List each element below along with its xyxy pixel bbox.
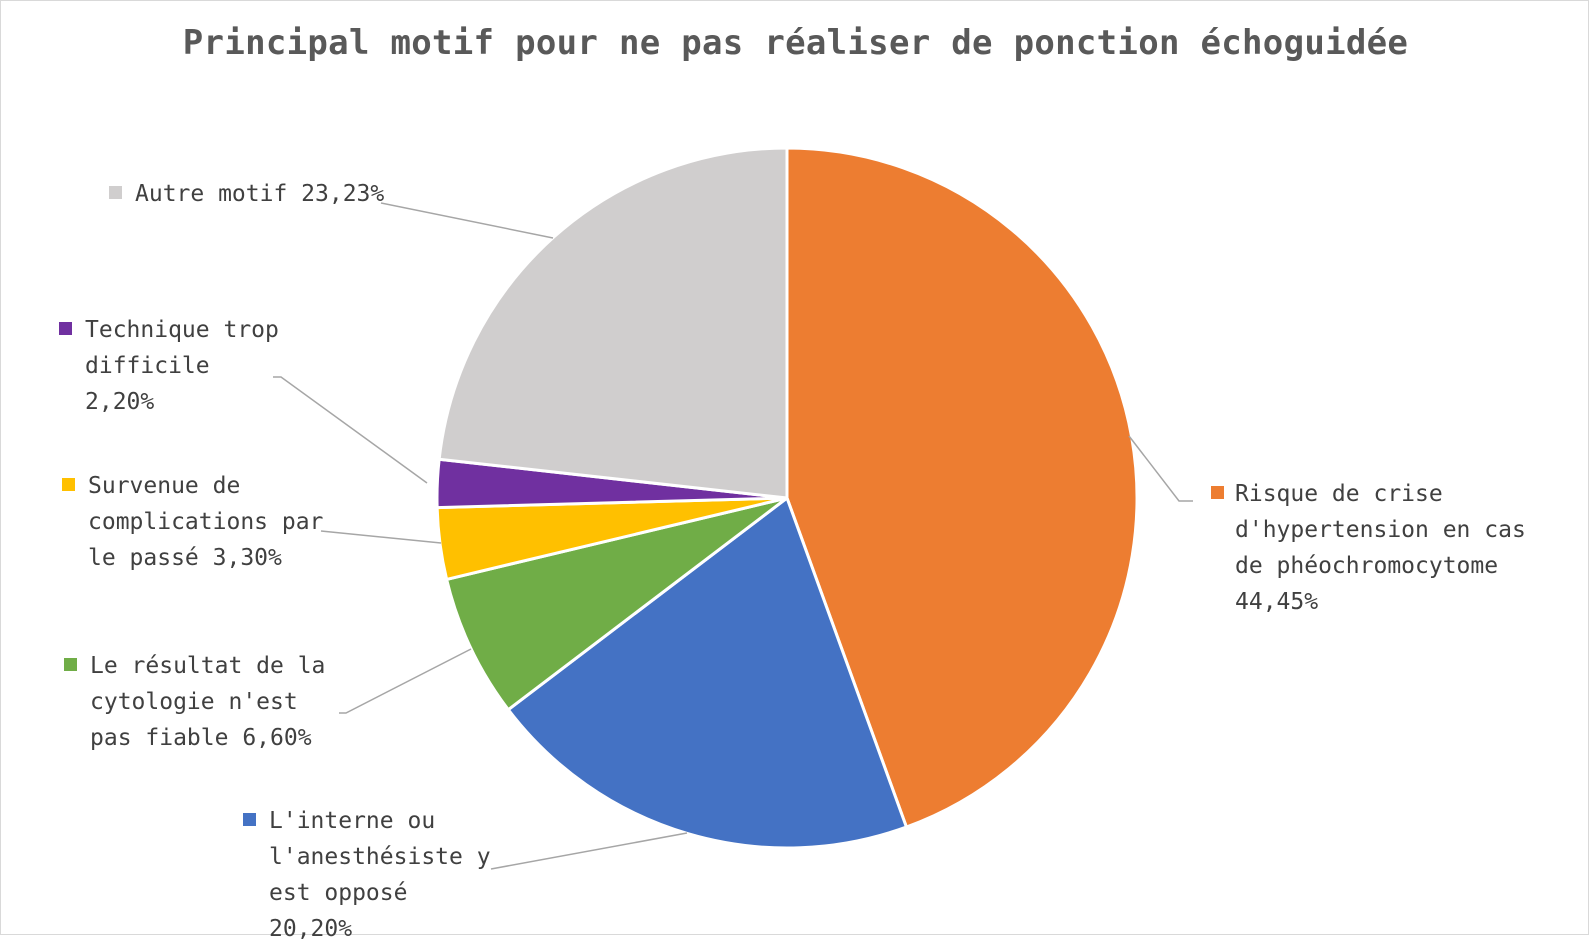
data-label: Autre motif 23,23% <box>135 181 385 207</box>
leader-line <box>339 648 472 714</box>
data-label: Le résultat de la cytologie n'est pas fi… <box>90 653 326 751</box>
pie-slice <box>437 146 789 500</box>
data-label: Risque de crise d'hypertension en cas de… <box>1235 481 1526 615</box>
legend-swatch <box>1211 486 1224 499</box>
chart-title: Principal motif pour ne pas réaliser de … <box>182 23 1409 63</box>
legend-swatch <box>243 813 256 826</box>
leader-line <box>273 376 428 484</box>
legend-swatch <box>109 186 122 199</box>
leader-line <box>1128 435 1193 502</box>
legend-swatch <box>59 322 72 335</box>
pie-slice <box>506 495 909 850</box>
leader-line <box>380 202 554 239</box>
data-label: L'interne ou l'anesthésiste y est opposé… <box>269 808 491 942</box>
data-label: Survenue de complications par le passé 3… <box>88 473 324 571</box>
data-label: Technique trop difficile 2,20% <box>85 317 279 415</box>
pie-slice <box>785 146 1139 829</box>
legend-swatch <box>64 658 77 671</box>
pie-slice <box>444 496 788 712</box>
leader-line <box>490 832 688 870</box>
leader-line <box>320 530 442 544</box>
legend-swatch <box>62 478 75 491</box>
